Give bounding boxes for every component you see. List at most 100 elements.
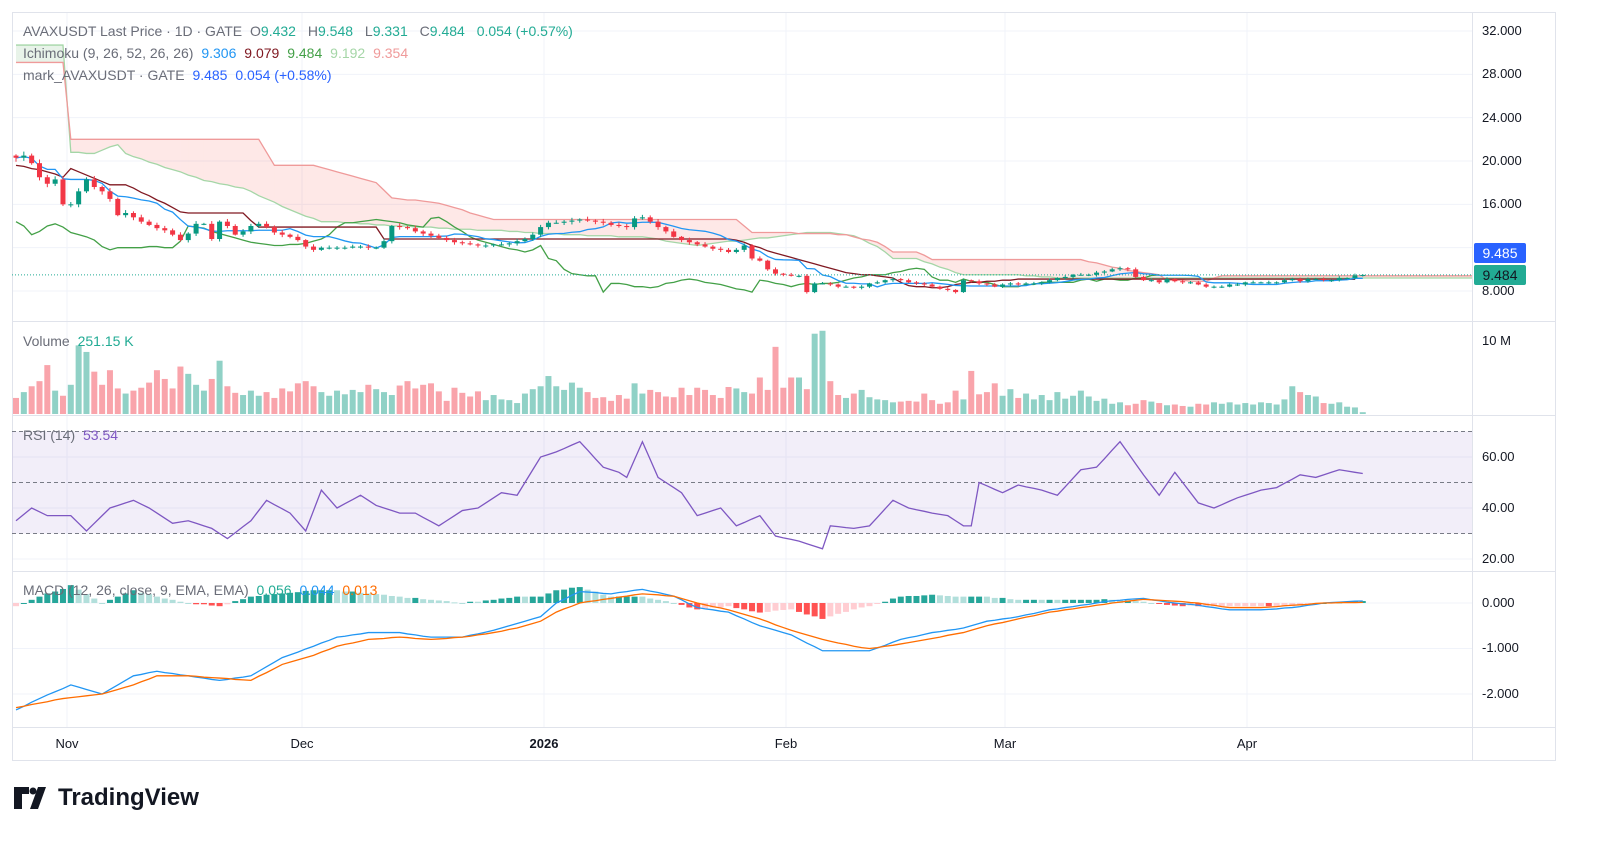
macd-legend[interactable]: MACD (12, 26, close, 9, EMA, EMA) 0.056 … — [23, 582, 381, 598]
symbol-title[interactable]: AVAXUSDT Last Price · 1D · GATE — [23, 23, 243, 39]
candle-body — [209, 223, 215, 239]
candle-body — [13, 155, 19, 158]
ichimoku-cloud-segment — [407, 200, 416, 228]
volume-bar — [255, 395, 262, 414]
candle — [694, 241, 700, 247]
rsi-legend[interactable]: RSI (14) 53.54 — [23, 427, 122, 443]
ichimoku-label[interactable]: Ichimoku — [23, 45, 80, 61]
candle — [420, 229, 426, 237]
price-tick: 32.000 — [1482, 23, 1522, 38]
macd-histogram-bar — [365, 593, 372, 603]
volume-label[interactable]: Volume — [23, 333, 70, 349]
candle — [796, 274, 802, 278]
macd-histogram-bar — [850, 603, 857, 610]
macd-histogram-bar — [983, 596, 990, 603]
high-letter: H — [307, 23, 318, 39]
price-pane[interactable] — [12, 44, 1566, 294]
candle-body — [1039, 282, 1045, 284]
candle-body — [107, 191, 113, 199]
candle — [1148, 278, 1154, 282]
rsi-value: 53.54 — [83, 427, 119, 443]
candle-body — [475, 244, 481, 246]
candle — [1289, 277, 1295, 282]
ichimoku-cloud-segment — [1033, 259, 1042, 277]
mark-label[interactable]: mark_AVAXUSDT · GATE — [23, 67, 185, 83]
volume-bar — [725, 386, 732, 414]
candle — [1156, 279, 1162, 284]
volume-bar — [1132, 403, 1139, 414]
volume-bar — [1312, 396, 1319, 414]
rsi-label[interactable]: RSI (14) — [23, 427, 76, 443]
candle — [992, 282, 998, 288]
volume-bar — [240, 395, 247, 414]
volume-bar — [161, 378, 168, 414]
macd-histogram-bar — [451, 602, 458, 604]
candle-body — [1328, 280, 1334, 282]
candle — [1234, 282, 1240, 286]
macd-histogram-bar — [1265, 603, 1272, 607]
macd-histogram-bar — [529, 596, 536, 603]
candle — [1000, 283, 1006, 288]
volume-bar — [1320, 403, 1327, 414]
candle — [1266, 280, 1272, 284]
macd-histogram-bar — [874, 603, 881, 604]
mark-change: 0.054 (+0.58%) — [235, 67, 332, 83]
candle-body — [890, 279, 896, 281]
volume-bar — [576, 387, 583, 414]
candle-body — [545, 222, 551, 228]
macd-histogram-bar — [373, 594, 380, 603]
volume-legend[interactable]: Volume 251.15 K — [23, 333, 138, 349]
volume-bar — [1171, 404, 1178, 414]
macd-pane[interactable] — [13, 585, 1366, 711]
volume-bar — [1203, 404, 1210, 414]
ichimoku-cloud-segment — [31, 45, 40, 63]
candle — [295, 234, 301, 242]
ichimoku-cloud-segment — [877, 242, 886, 252]
candle — [1336, 276, 1342, 282]
ichimoku-legend[interactable]: Ichimoku (9, 26, 52, 26, 26) 9.306 9.079… — [23, 45, 412, 61]
ichimoku-cloud-segment — [1002, 259, 1011, 275]
mark-legend[interactable]: mark_AVAXUSDT · GATE 9.485 0.054 (+0.58%… — [23, 67, 336, 83]
volume-bar — [28, 386, 35, 414]
volume-bar — [623, 398, 630, 414]
macd-histogram-bar — [764, 603, 771, 612]
volume-bar — [91, 371, 98, 414]
macd-histogram-bar — [1070, 599, 1077, 603]
volume-bar — [177, 366, 184, 414]
macd-histogram-bar — [247, 596, 254, 603]
volume-bar — [1304, 395, 1311, 414]
volume-bar — [717, 397, 724, 414]
macd-histogram-bar — [1273, 603, 1280, 607]
volume-bar — [1226, 402, 1233, 414]
macd-histogram-bar — [655, 599, 662, 603]
volume-bar — [694, 387, 701, 414]
macd-histogram-bar — [59, 588, 66, 603]
grid-lines — [12, 12, 1472, 727]
macd-histogram-bar — [702, 603, 709, 609]
volume-bar — [287, 391, 294, 414]
candle-body — [1070, 274, 1076, 277]
tradingview-logo[interactable]: TradingView — [14, 784, 199, 812]
tradingview-logo-icon — [14, 787, 46, 809]
candle — [733, 248, 739, 254]
macd-label[interactable]: MACD (12, 26, close, 9, EMA, EMA) — [23, 582, 249, 598]
candle-body — [436, 235, 442, 238]
candle — [812, 282, 818, 294]
candle — [1352, 273, 1358, 280]
candle-body — [851, 286, 857, 288]
macd-histogram-bar — [709, 603, 716, 608]
candle — [1321, 277, 1327, 282]
ichimoku-cloud-segment — [399, 198, 408, 226]
candle-body — [655, 221, 661, 228]
low-letter: L — [364, 23, 373, 39]
candle-body — [796, 275, 802, 277]
rsi-pane[interactable] — [12, 431, 1472, 550]
candle-body — [1242, 282, 1248, 285]
macd-histogram-bar — [1304, 603, 1311, 605]
volume-pane[interactable] — [13, 330, 1366, 414]
ichimoku-cloud-segment — [1010, 259, 1019, 275]
candle-body — [929, 284, 935, 287]
candle — [1023, 282, 1029, 286]
macd-histogram-bar — [318, 590, 325, 603]
